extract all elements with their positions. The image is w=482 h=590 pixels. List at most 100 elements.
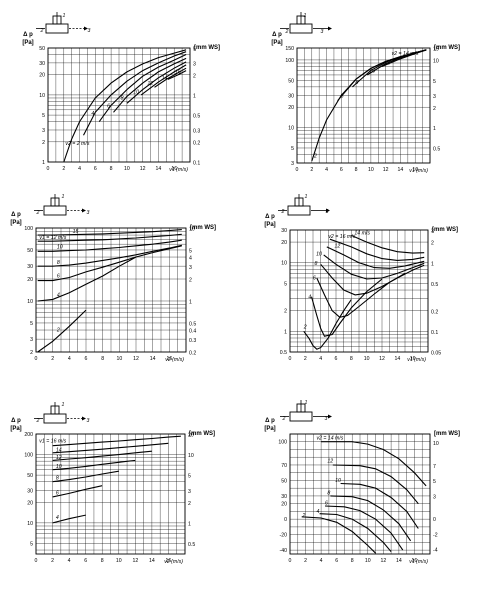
y2-tick-label: 10 (189, 227, 195, 233)
y-tick-label: 200 (24, 432, 33, 438)
y-axis-label: Δ p (272, 32, 282, 38)
series-label: 2 (303, 325, 307, 331)
series-curve (37, 244, 182, 267)
y2-tick-label: 3 (433, 494, 436, 500)
x-tick-label: 12 (380, 558, 386, 564)
y-tick-label: 3 (42, 128, 45, 134)
series-label: 15 (73, 229, 79, 235)
flow-label: 3 (325, 416, 328, 422)
arrow-head (326, 208, 330, 213)
y-axis-unit: [Pa] (22, 40, 33, 46)
x-tick-label: 16 (410, 356, 416, 362)
plot-frame (289, 433, 431, 555)
y-axis-unit: [Pa] (10, 426, 21, 432)
x-tick-label: 0 (35, 356, 38, 362)
series-curve (323, 254, 425, 280)
series-curve (52, 485, 103, 498)
y-tick-label: 5 (30, 541, 33, 547)
x-tick-label: 4 (68, 356, 71, 362)
x-axis-label: v1 (m/s) (409, 559, 428, 565)
series-label: 6 (325, 500, 328, 506)
y2-tick-label: 2 (193, 73, 196, 79)
flow-label: 2 (281, 209, 285, 215)
series-curve (311, 49, 427, 162)
x-tick-label: 6 (335, 558, 338, 564)
series-curve (52, 435, 181, 447)
series-curve (37, 245, 182, 282)
series-label: 8 (57, 260, 60, 266)
series-label: 10 (133, 89, 139, 95)
y2-axis-unit: [mm WS] (194, 45, 220, 51)
y2-tick-label: 0.1 (193, 161, 200, 167)
x-tick-label: 8 (351, 558, 354, 564)
y-tick-label: 50 (288, 78, 294, 84)
x-tick-label: 12 (379, 356, 385, 362)
y-tick-label: 5 (30, 321, 33, 327)
y2-tick-label: 10 (188, 453, 194, 459)
y2-tick-label: 3 (193, 61, 196, 67)
y2-tick-label: 4 (189, 256, 192, 262)
y-tick-label: 30 (27, 264, 33, 270)
y-axis-label: Δ p (11, 212, 21, 218)
x-tick-label: 6 (94, 166, 97, 172)
y2-tick-label: 0.3 (189, 338, 196, 344)
y-axis-label: Δ p (265, 214, 275, 220)
flow-label: 1 (63, 13, 66, 19)
x-tick-label: 6 (85, 356, 88, 362)
x-tick-label: 8 (101, 558, 104, 564)
series-label: v1 = 12 m/s (39, 235, 66, 241)
series-label: 8 (327, 490, 330, 496)
series-label: 4 (308, 295, 311, 301)
tee-main-pipe (43, 205, 67, 216)
y2-tick-label: 1 (193, 93, 196, 99)
y-tick-label: 100 (24, 226, 33, 232)
y2-tick-label: 3 (433, 94, 436, 100)
x-tick-label: 14 (149, 558, 155, 564)
series-curve (113, 57, 187, 113)
x-tick-label: 8 (110, 166, 113, 172)
y-tick-label: 100 (285, 58, 294, 64)
y2-tick-label: 0.05 (431, 351, 441, 357)
series-label: 6 (56, 491, 59, 497)
x-tick-label: 2 (51, 558, 54, 564)
series-label: 14 (162, 75, 168, 81)
y2-tick-label: 5 (193, 47, 196, 53)
y-tick-label: 20 (27, 500, 33, 506)
x-tick-label: 14 (156, 166, 162, 172)
series-curve (83, 51, 187, 136)
flow-label: 3 (326, 209, 329, 215)
y2-tick-label: 2 (431, 241, 434, 247)
series-curve (320, 263, 425, 296)
x-tick-label: 8 (350, 356, 353, 362)
y-tick-label: 0 (284, 517, 287, 523)
series-label: 12 (384, 61, 390, 67)
y2-axis-unit: [mm WS] (432, 227, 458, 233)
series-curve (310, 278, 383, 337)
y2-axis-unit: [mm WS] (189, 431, 215, 437)
series-label: v2 = 16 m/s (328, 234, 355, 240)
series-label: 4 (56, 515, 59, 521)
y-axis-unit: [Pa] (264, 222, 275, 228)
x-tick-label: 8 (355, 167, 358, 173)
series-curve (37, 239, 182, 252)
series-curve (37, 256, 137, 302)
series-label: 10 (56, 464, 62, 470)
pipe-tee-diagram: 1 2 3 (280, 400, 332, 422)
x-tick-label: 2 (51, 356, 54, 362)
flow-label: 1 (62, 194, 65, 200)
series-label: v2 = 14 m/s (392, 51, 419, 57)
series-curve (52, 450, 152, 461)
x-tick-label: 10 (364, 356, 370, 362)
plot-frame (296, 47, 431, 164)
y-tick-label: 2 (284, 309, 287, 315)
y-tick-label: 0.5 (280, 350, 287, 356)
y2-tick-label: 1 (188, 521, 191, 527)
flow-label: 1 (304, 13, 307, 19)
series-label: 2 (56, 328, 60, 334)
series-curve (98, 54, 187, 122)
y-axis-label: Δ p (11, 418, 21, 424)
series-curve (52, 442, 169, 454)
series-label: 12 (56, 455, 62, 461)
y2-tick-label: 3 (188, 489, 191, 495)
